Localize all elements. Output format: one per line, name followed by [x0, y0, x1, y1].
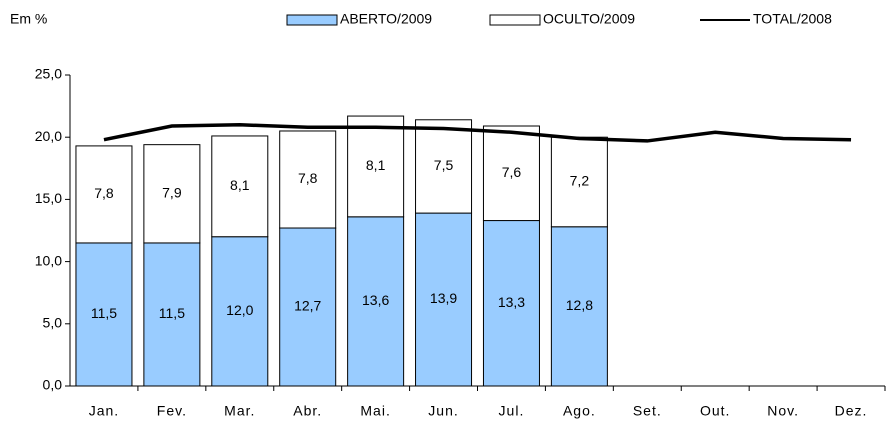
x-tick-label: Mai. — [360, 403, 390, 419]
bar — [550, 136, 608, 228]
value-label: 12,8 — [566, 297, 593, 313]
x-tick-label: Out. — [700, 403, 730, 419]
legend-swatch — [489, 14, 541, 26]
y-tick-label: 0,0 — [43, 377, 63, 393]
x-tick-label: Set. — [633, 403, 662, 419]
legend-swatch — [286, 14, 338, 26]
value-label: 12,0 — [226, 302, 253, 318]
bar — [75, 242, 133, 387]
bar — [143, 144, 201, 244]
x-tick-label: Mar. — [224, 403, 255, 419]
y-tick-label: 15,0 — [35, 190, 62, 206]
value-label: 7,9 — [162, 185, 182, 201]
x-tick-label: Nov. — [767, 403, 799, 419]
y-tick-label: 5,0 — [43, 315, 63, 331]
unit-label: Em % — [10, 11, 47, 27]
bar — [482, 220, 540, 387]
bar — [347, 216, 405, 387]
bar — [75, 145, 133, 244]
x-tick-label: Jun. — [428, 403, 458, 419]
x-tick-label: Abr. — [293, 403, 322, 419]
value-label: 13,3 — [498, 294, 525, 310]
value-label: 11,5 — [91, 305, 117, 321]
line — [103, 123, 852, 143]
bar — [482, 125, 540, 222]
bar — [211, 135, 269, 238]
x-tick-label: Jan. — [89, 403, 119, 419]
x-tick-label: Fev. — [157, 403, 187, 419]
value-label: 11,5 — [159, 305, 185, 321]
legend-label: ABERTO/2009 — [340, 11, 432, 27]
bar — [415, 212, 473, 387]
value-label: 12,7 — [294, 298, 321, 314]
value-label: 7,5 — [434, 157, 454, 173]
x-tick-label: Ago. — [563, 403, 596, 419]
x-tick-label: Dez. — [835, 403, 868, 419]
bar — [143, 242, 201, 387]
legend-label: TOTAL/2008 — [753, 11, 832, 27]
value-label: 7,8 — [298, 170, 318, 186]
value-label: 8,1 — [230, 177, 250, 193]
value-label: 13,6 — [362, 292, 389, 308]
value-label: 7,6 — [502, 164, 522, 180]
bar — [550, 226, 608, 387]
y-tick-label: 25,0 — [35, 66, 62, 82]
y-tick-label: 10,0 — [35, 252, 62, 268]
value-label: 7,2 — [570, 173, 590, 189]
y-tick-label: 20,0 — [35, 128, 62, 144]
value-label: 8,1 — [366, 157, 386, 173]
legend-label: OCULTO/2009 — [543, 11, 635, 27]
bar — [347, 115, 405, 218]
bar — [279, 130, 337, 229]
x-tick-label: Jul. — [499, 403, 525, 419]
value-label: 7,8 — [94, 185, 114, 201]
value-label: 13,9 — [430, 290, 457, 306]
bar — [415, 119, 473, 214]
